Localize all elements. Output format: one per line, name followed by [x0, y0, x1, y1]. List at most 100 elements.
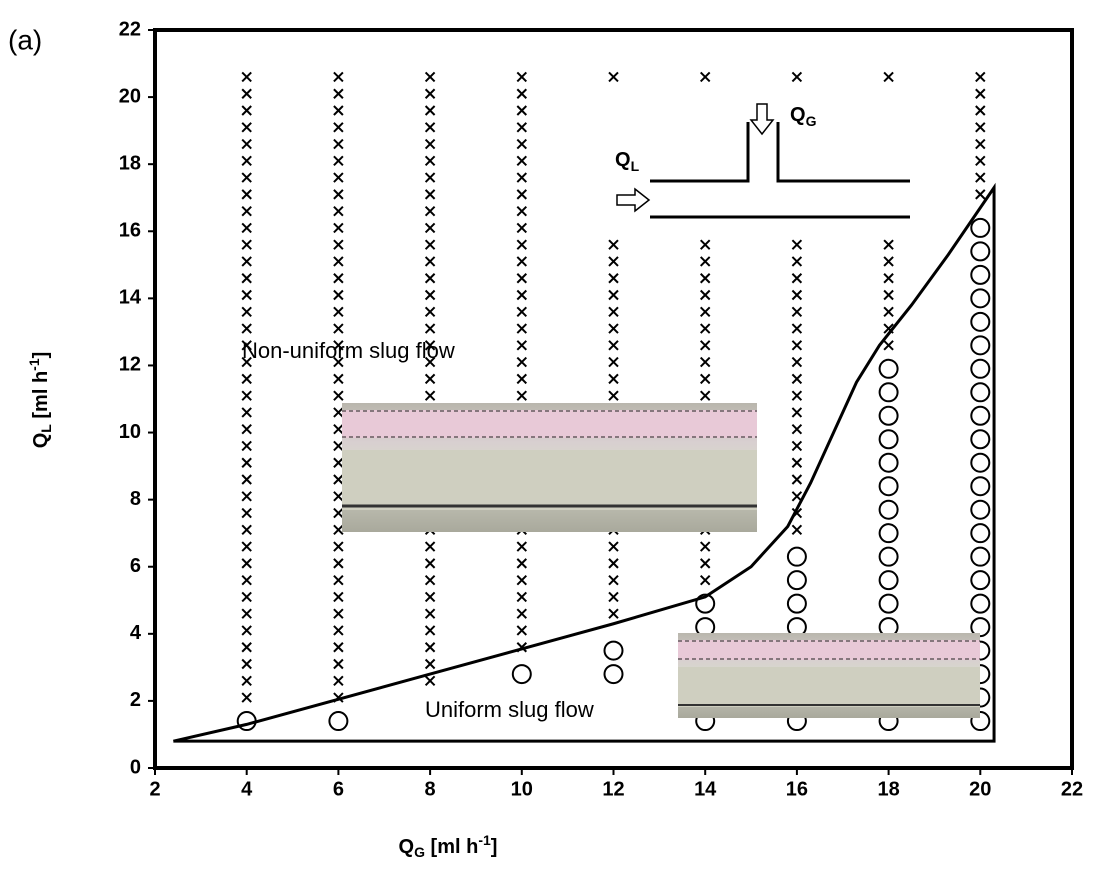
y-tick-label: 10	[119, 421, 141, 443]
annotation: Non-uniform slug flow	[242, 338, 455, 363]
cross-marker	[791, 474, 803, 485]
cross-marker	[791, 256, 803, 267]
cross-marker	[333, 88, 344, 99]
y-tick-label: 16	[119, 220, 141, 242]
cross-marker	[516, 122, 528, 133]
circle-marker	[970, 452, 991, 473]
cross-marker	[516, 172, 528, 183]
x-axis-title: QG [ml h-1]	[399, 832, 498, 860]
y-tick-label: 2	[130, 689, 141, 711]
cross-marker	[516, 340, 528, 351]
cross-marker	[608, 356, 619, 368]
cross-marker	[516, 323, 528, 334]
cross-marker	[241, 373, 252, 385]
cross-marker	[241, 138, 252, 150]
photo-non-uniform	[342, 403, 757, 532]
cross-marker	[516, 239, 528, 250]
circle-marker	[878, 358, 899, 379]
cross-marker	[791, 356, 803, 368]
cross-marker	[241, 558, 252, 569]
cross-marker	[791, 323, 803, 334]
x-tick-label: 2	[149, 778, 160, 800]
cross-marker	[241, 474, 252, 485]
x-tick-label: 12	[602, 778, 624, 800]
cross-marker	[424, 256, 436, 267]
cross-marker	[333, 172, 344, 183]
circle-marker	[603, 640, 624, 661]
cross-marker	[699, 558, 711, 569]
circle-marker	[878, 382, 899, 403]
cross-marker	[699, 323, 711, 334]
cross-marker	[975, 172, 986, 183]
cross-marker	[791, 71, 803, 83]
cross-marker	[241, 122, 252, 133]
circle-marker	[878, 429, 899, 450]
circle-marker	[878, 452, 899, 473]
cross-marker	[333, 407, 344, 418]
cross-marker	[424, 306, 436, 317]
cross-marker	[333, 608, 344, 619]
boundary-line	[173, 182, 996, 743]
circle-marker	[970, 476, 991, 497]
cross-marker	[516, 71, 528, 83]
cross-marker	[883, 239, 894, 250]
cross-marker	[333, 625, 344, 636]
cross-marker	[333, 340, 344, 351]
cross-marker	[516, 189, 528, 200]
cross-marker	[424, 558, 436, 569]
cross-marker	[424, 658, 436, 670]
cross-marker	[241, 625, 252, 636]
cross-marker	[424, 189, 436, 200]
cross-marker	[424, 608, 436, 619]
cross-marker	[699, 340, 711, 351]
cross-marker	[333, 323, 344, 334]
cross-marker	[516, 373, 528, 385]
cross-marker	[333, 138, 344, 150]
cross-marker	[516, 608, 528, 619]
cross-marker	[516, 574, 528, 586]
cross-marker	[241, 457, 252, 468]
y-title-end: ]	[30, 352, 52, 359]
cross-marker	[608, 574, 619, 586]
cross-marker	[241, 205, 252, 217]
y-title-text: [ml h	[30, 371, 52, 424]
cross-marker	[883, 340, 894, 351]
cross-marker	[241, 591, 252, 603]
cross-marker	[791, 289, 803, 301]
circle-marker	[786, 570, 807, 591]
x-title-sub: G	[414, 844, 425, 860]
cross-marker	[516, 541, 528, 552]
cross-marker	[241, 356, 252, 368]
cross-marker	[791, 273, 803, 284]
x-tick-label: 14	[694, 778, 717, 800]
cross-marker	[333, 239, 344, 250]
cross-marker	[791, 524, 803, 536]
x-tick-label: 20	[969, 778, 991, 800]
circle-marker	[970, 335, 991, 356]
cross-marker	[608, 373, 619, 385]
cross-marker	[516, 138, 528, 150]
cross-marker	[241, 675, 252, 686]
cross-marker	[241, 71, 252, 83]
x-title-end: ]	[491, 836, 498, 858]
y-tick-label: 18	[119, 152, 141, 174]
cross-marker	[791, 457, 803, 468]
cross-marker	[883, 71, 894, 83]
circle-marker	[970, 570, 991, 591]
cross-marker	[241, 390, 252, 401]
circle-marker	[878, 499, 899, 520]
inset-liquid-main: Q	[615, 149, 631, 171]
cross-marker	[333, 658, 344, 670]
cross-marker	[516, 205, 528, 217]
y-tick-label: 8	[130, 488, 141, 510]
cross-marker	[333, 541, 344, 552]
cross-marker	[608, 541, 619, 552]
x-tick-label: 22	[1061, 778, 1083, 800]
cross-marker	[791, 373, 803, 385]
cross-marker	[516, 390, 528, 401]
cross-marker	[333, 675, 344, 686]
circle-marker	[786, 546, 807, 567]
circle-marker	[603, 664, 624, 685]
inset-gas-label: QG	[790, 104, 817, 128]
